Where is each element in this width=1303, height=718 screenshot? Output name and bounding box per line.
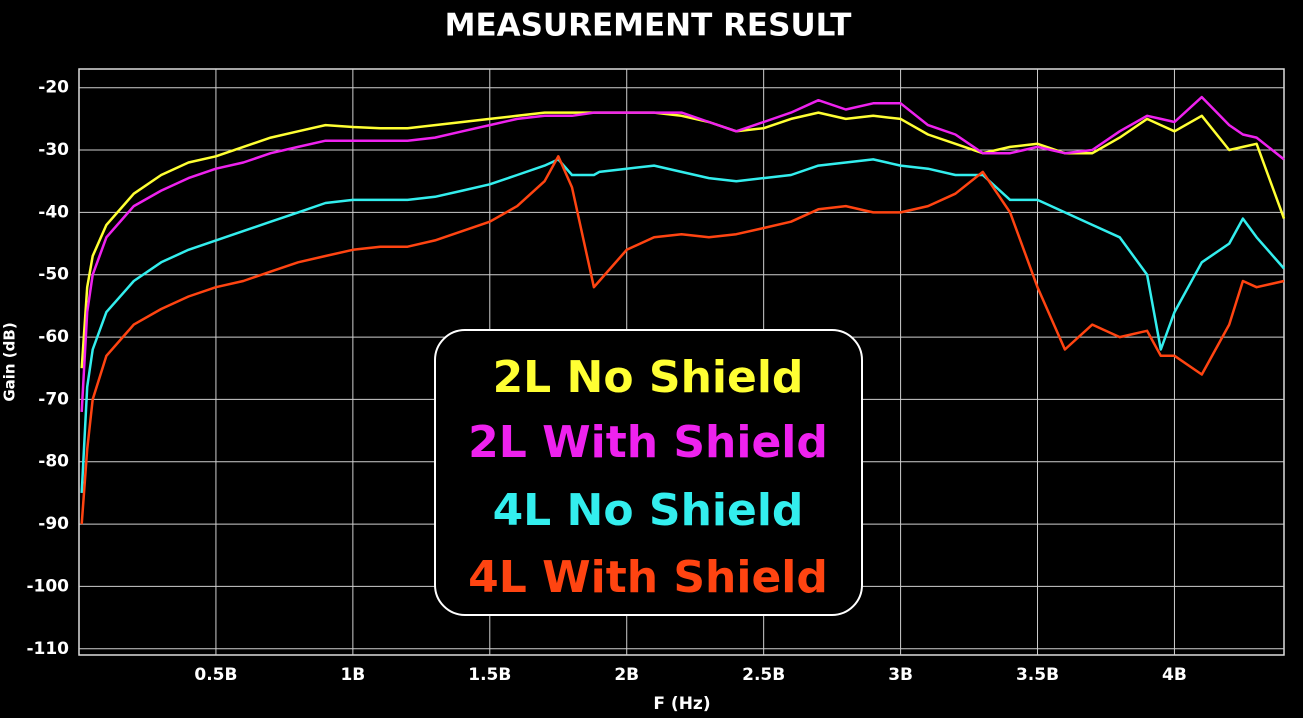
x-tick-label: 3B: [888, 665, 913, 685]
y-tick-label: -80: [38, 452, 69, 472]
y-tick-label: -90: [38, 514, 69, 534]
y-tick-label: -100: [26, 576, 69, 596]
y-tick-label: -40: [38, 202, 69, 222]
legend-box: [434, 329, 863, 616]
x-tick-label: 1.5B: [468, 665, 511, 685]
y-tick-label: -20: [38, 78, 69, 98]
x-axis-label: F (Hz): [653, 694, 710, 714]
x-tick-label: 1B: [340, 665, 365, 685]
y-axis-label: Gain (dB): [1, 322, 19, 401]
series-line: [80, 95, 1285, 412]
x-tick-label: 2B: [614, 665, 639, 685]
y-tick-label: -70: [38, 389, 69, 409]
series-line: [80, 158, 1285, 493]
x-tick-label: 2.5B: [742, 665, 785, 685]
y-tick-label: -50: [38, 265, 69, 285]
x-tick-label: 4B: [1162, 665, 1187, 685]
y-tick-label: -110: [26, 639, 69, 659]
legend-entry: 2L No Shield: [493, 352, 804, 403]
y-tick-label: -30: [38, 140, 69, 160]
y-tick-label: -60: [38, 327, 69, 347]
series-line: [80, 155, 1285, 525]
legend-entry: 4L With Shield: [468, 552, 828, 603]
legend-entry: 4L No Shield: [493, 485, 804, 536]
x-tick-label: 0.5B: [194, 665, 237, 685]
legend-entry: 2L With Shield: [468, 417, 828, 468]
x-tick-label: 3.5B: [1016, 665, 1059, 685]
chart-title: MEASUREMENT RESULT: [445, 8, 852, 44]
